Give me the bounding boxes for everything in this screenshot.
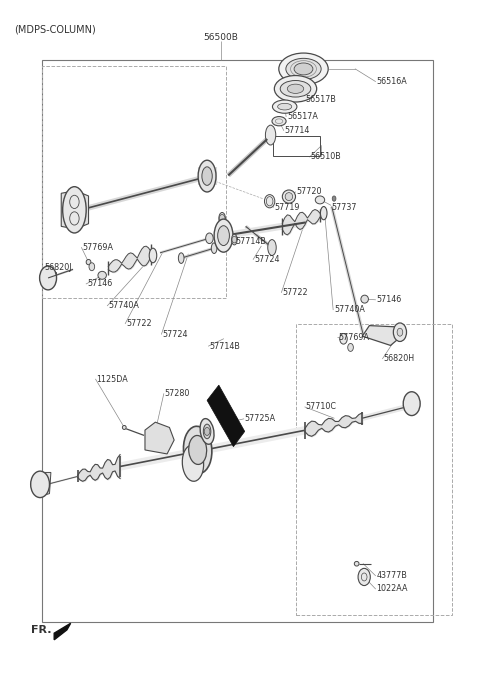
Ellipse shape [282,190,296,203]
Text: 57722: 57722 [282,288,308,297]
Ellipse shape [280,80,311,97]
Text: 56517A: 56517A [287,112,318,121]
Ellipse shape [217,225,229,246]
Circle shape [393,323,407,342]
Text: 56820H: 56820H [384,354,415,363]
Text: 57740A: 57740A [108,301,139,310]
Ellipse shape [122,425,126,429]
Text: 1125DA: 1125DA [96,375,128,383]
Ellipse shape [63,187,86,233]
Text: 57280: 57280 [165,389,190,398]
Text: 56517B: 56517B [306,95,337,104]
Ellipse shape [182,445,204,481]
Ellipse shape [233,418,237,421]
Bar [42,59,433,622]
Text: 57714: 57714 [285,126,310,135]
Ellipse shape [272,117,286,126]
Ellipse shape [285,192,293,200]
Ellipse shape [86,259,91,265]
Bar [297,324,452,616]
Ellipse shape [279,53,328,85]
Bar [273,136,320,156]
Ellipse shape [219,213,226,224]
Circle shape [40,266,57,290]
Ellipse shape [273,100,297,113]
Polygon shape [48,270,57,286]
Polygon shape [145,422,174,454]
Text: 57722: 57722 [126,319,152,328]
Text: 56820J: 56820J [45,263,72,272]
Text: 57769A: 57769A [83,243,113,252]
Text: 57740A: 57740A [334,305,365,315]
Text: 56500B: 56500B [204,32,239,42]
Ellipse shape [179,253,184,263]
Ellipse shape [204,424,211,439]
Text: 57725A: 57725A [245,414,276,423]
Ellipse shape [202,167,212,186]
Ellipse shape [361,295,369,303]
Ellipse shape [321,207,327,220]
Ellipse shape [198,160,216,192]
Text: 57720: 57720 [297,188,322,196]
Circle shape [205,233,213,244]
Text: 56516A: 56516A [376,77,407,86]
Ellipse shape [189,435,207,464]
Circle shape [340,333,347,344]
Ellipse shape [211,243,217,254]
Ellipse shape [231,234,237,245]
Circle shape [31,471,49,497]
Text: 57769A: 57769A [339,333,370,342]
Text: 56510B: 56510B [311,153,341,161]
Text: 1022AA: 1022AA [376,585,408,593]
Text: 43777B: 43777B [376,571,408,580]
Polygon shape [61,190,88,229]
Polygon shape [54,623,71,640]
Circle shape [348,344,353,352]
Ellipse shape [265,125,276,145]
Circle shape [332,196,336,201]
Text: 57737: 57737 [332,202,357,212]
Circle shape [219,215,225,222]
Polygon shape [207,385,245,447]
Ellipse shape [183,426,212,474]
Text: 57714B: 57714B [235,237,266,246]
Circle shape [397,328,403,336]
Ellipse shape [275,76,317,102]
Text: 57710C: 57710C [306,402,337,412]
Text: 57724: 57724 [162,329,188,339]
Ellipse shape [98,271,107,279]
Ellipse shape [287,84,304,93]
Text: (MDPS-COLUMN): (MDPS-COLUMN) [14,25,96,35]
Circle shape [89,263,95,271]
Ellipse shape [214,219,233,252]
Polygon shape [362,325,400,346]
Circle shape [358,568,370,585]
Ellipse shape [268,240,276,255]
Text: 57146: 57146 [87,279,112,288]
Ellipse shape [149,248,157,263]
Ellipse shape [200,418,214,444]
Polygon shape [40,472,51,496]
Text: 57146: 57146 [376,295,402,304]
Circle shape [403,392,420,416]
Ellipse shape [315,196,324,204]
Circle shape [232,236,237,243]
Ellipse shape [264,194,275,208]
Text: 57714B: 57714B [209,342,240,350]
Ellipse shape [354,562,359,566]
Text: 57719: 57719 [275,202,300,212]
Bar [42,66,226,298]
Text: FR.: FR. [31,625,51,635]
Circle shape [204,427,210,435]
Ellipse shape [294,63,313,75]
Ellipse shape [286,58,321,80]
Ellipse shape [277,103,292,110]
Text: 57724: 57724 [254,255,280,264]
